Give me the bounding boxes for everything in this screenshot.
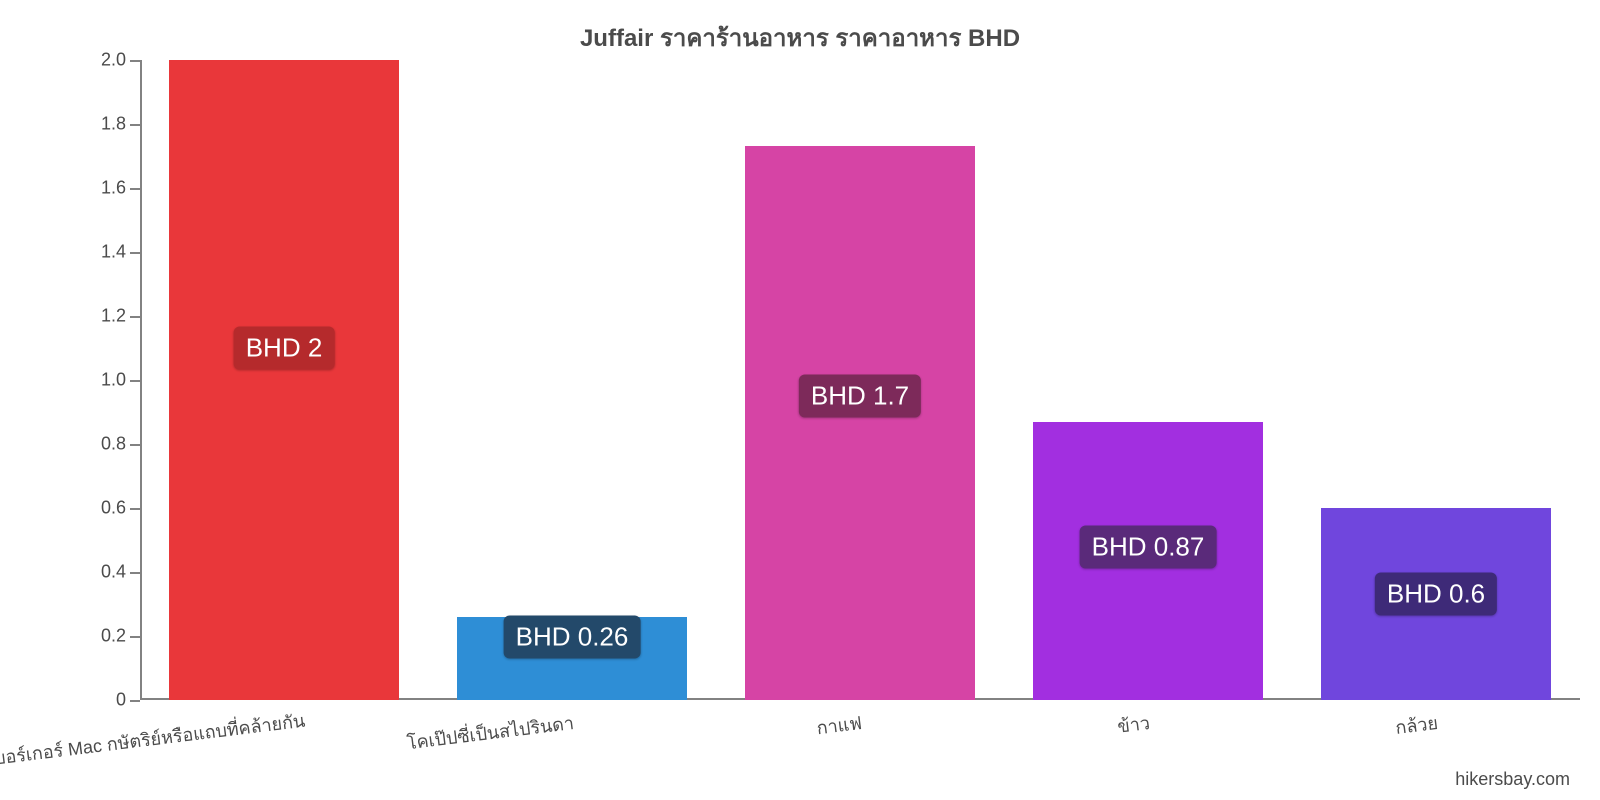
y-tick-label: 1.2	[101, 306, 126, 327]
y-tick	[130, 444, 140, 446]
y-tick	[130, 252, 140, 254]
y-tick	[130, 124, 140, 126]
y-tick-label: 0.8	[101, 434, 126, 455]
chart-title: Juffair ราคาร้านอาหาร ราคาอาหาร BHD	[0, 18, 1600, 57]
y-tick-label: 0.4	[101, 562, 126, 583]
attribution-text: hikersbay.com	[1455, 769, 1570, 790]
y-tick-label: 2.0	[101, 50, 126, 71]
value-badge: BHD 0.87	[1080, 525, 1217, 568]
y-tick-label: 1.6	[101, 178, 126, 199]
value-badge: BHD 1.7	[799, 374, 921, 417]
x-tick-label: กาแฟ	[562, 708, 863, 773]
y-tick	[130, 316, 140, 318]
y-tick-label: 1.0	[101, 370, 126, 391]
value-badge: BHD 0.6	[1375, 573, 1497, 616]
x-tick-label: เบอร์เกอร์ Mac กษัตริย์หรือแถบที่คล้ายกั…	[0, 708, 288, 773]
y-tick	[130, 572, 140, 574]
y-tick	[130, 508, 140, 510]
y-tick-label: 1.8	[101, 114, 126, 135]
y-tick-label: 0.6	[101, 498, 126, 519]
y-tick	[130, 188, 140, 190]
y-tick-label: 0	[116, 690, 126, 711]
y-tick-label: 1.4	[101, 242, 126, 263]
y-tick	[130, 380, 140, 382]
bar	[745, 146, 975, 700]
y-axis	[140, 60, 142, 700]
y-tick	[130, 700, 140, 702]
plot-area: 00.20.40.60.81.01.21.41.61.82.0BHD 2เบอร…	[140, 60, 1580, 700]
x-tick-label: โคเป๊ปซี่เป็นสไปรินดา	[274, 708, 575, 773]
value-badge: BHD 2	[234, 327, 335, 370]
value-badge: BHD 0.26	[504, 615, 641, 658]
y-tick	[130, 636, 140, 638]
y-tick	[130, 60, 140, 62]
bar	[169, 60, 399, 700]
chart-container: Juffair ราคาร้านอาหาร ราคาอาหาร BHD 00.2…	[0, 0, 1600, 800]
x-tick-label: กล้วย	[1138, 708, 1439, 773]
x-tick-label: ข้าว	[850, 708, 1151, 773]
y-tick-label: 0.2	[101, 626, 126, 647]
